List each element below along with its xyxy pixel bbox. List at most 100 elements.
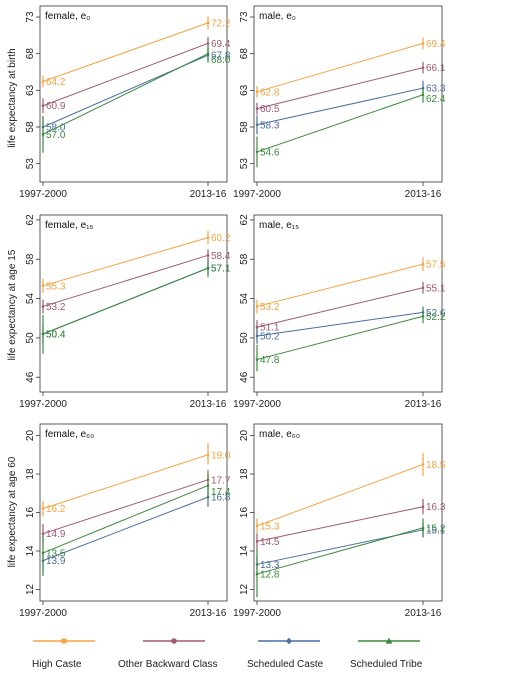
- x-tick-label: 1997-2000: [233, 608, 281, 619]
- y-tick-label: 63: [239, 84, 250, 96]
- row-2-ylabel: life expectancy at age 60: [7, 456, 18, 567]
- x-tick-label: 2013-16: [190, 608, 227, 619]
- y-tick-label: 50: [25, 332, 36, 344]
- data-point: [41, 551, 45, 555]
- series-line: [256, 527, 424, 575]
- x-tick-label: 1997-2000: [233, 189, 281, 200]
- y-tick-label: 46: [25, 371, 36, 383]
- y-tick-label: 68: [25, 48, 36, 60]
- data-label: 52.2: [426, 312, 446, 323]
- data-label: 13.3: [260, 560, 280, 571]
- data-label: 55.3: [46, 281, 66, 292]
- y-tick-label: 16: [25, 507, 36, 519]
- x-tick-label: 1997-2000: [233, 399, 281, 410]
- panel-1: male, e₀ 53 58 63 68 73 1997-2000 2013-16 62.8 69…: [233, 5, 446, 200]
- data-label: 57.1: [211, 264, 231, 275]
- data-point: [206, 266, 210, 270]
- y-tick-label: 73: [239, 11, 250, 23]
- x-tick-label: 1997-2000: [19, 608, 67, 619]
- data-label: 69.4: [211, 39, 231, 50]
- data-label: 60.2: [211, 233, 231, 244]
- data-label: 16.8: [211, 493, 231, 504]
- data-point: [255, 123, 259, 127]
- data-label: 14.9: [46, 529, 66, 540]
- y-tick-label: 58: [25, 253, 36, 265]
- series-line: [256, 67, 424, 110]
- legend-marker-square: [61, 638, 67, 644]
- y-tick-label: 46: [239, 371, 250, 383]
- x-tick-label: 1997-2000: [19, 189, 67, 200]
- y-tick-label: 68: [239, 48, 250, 60]
- data-point: [206, 484, 210, 487]
- panel-title: male, e₆₀: [259, 429, 300, 440]
- y-tick-label: 16: [239, 507, 250, 519]
- panel-frame: [253, 423, 443, 602]
- y-tick-label: 12: [239, 583, 250, 595]
- data-point: [206, 42, 210, 45]
- data-point: [255, 572, 259, 576]
- legend: High Caste Other Backward Class Scheduled …: [32, 637, 423, 670]
- series-other-backward-class: 60.5 66.1: [255, 61, 446, 115]
- panel-frame: [39, 423, 228, 602]
- series-scheduled-tribe: 57.0 68.0: [41, 45, 231, 153]
- y-tick-label: 20: [25, 430, 36, 442]
- panel-title: female, e₆₀: [45, 429, 94, 440]
- series-line: [42, 496, 209, 562]
- data-point: [255, 107, 259, 110]
- data-point: [255, 358, 259, 361]
- data-label: 13.5: [46, 548, 66, 559]
- chart-panels: female, e₀ 53 58 63 68 73 1997-2000 2013-16 64.2…: [19, 5, 446, 619]
- data-label: 16.3: [426, 502, 446, 513]
- legend-item-scheduled-caste: Scheduled Caste: [247, 637, 324, 670]
- data-label: 67.8: [211, 51, 231, 62]
- y-tick-label: 62: [239, 214, 250, 226]
- legend-label: Scheduled Tribe: [350, 659, 423, 670]
- y-tick-label: 58: [239, 253, 250, 265]
- x-tick-label: 2013-16: [405, 189, 442, 200]
- data-label: 47.8: [260, 355, 280, 366]
- data-point: [41, 532, 45, 535]
- data-label: 52.6: [426, 308, 446, 319]
- data-point: [421, 66, 425, 69]
- data-label: 50.4: [46, 329, 66, 340]
- data-label: 54.6: [260, 147, 280, 158]
- panel-frame: [39, 214, 228, 393]
- panel-0: female, e₀ 53 58 63 68 73 1997-2000 2013-16 64.2…: [19, 5, 231, 200]
- legend-label: High Caste: [32, 659, 82, 670]
- series-line: [42, 22, 209, 83]
- data-label: 58.4: [211, 251, 231, 262]
- y-tick-label: 53: [239, 158, 250, 170]
- data-point: [255, 540, 259, 543]
- legend-label: Other Backward Class: [118, 659, 217, 670]
- data-label: 50.4: [46, 329, 66, 340]
- data-point: [421, 42, 425, 45]
- data-label: 15.3: [260, 521, 280, 532]
- legend-marker-triangle: [385, 637, 393, 644]
- series-line: [42, 237, 209, 287]
- series-line: [256, 506, 424, 542]
- panel-title: female, e₁₅: [45, 220, 94, 231]
- y-tick-label: 12: [25, 583, 36, 595]
- series-line: [256, 463, 424, 527]
- data-label: 62.4: [426, 94, 446, 105]
- series-high-caste: 53.2 57.5: [255, 257, 446, 314]
- y-tick-label: 54: [239, 293, 250, 305]
- series-line: [256, 263, 424, 307]
- data-label: 15.2: [426, 523, 446, 534]
- data-point: [41, 332, 45, 336]
- panel-4: female, e₆₀ 12 14 16 18 20 1997-2000 2013-16 16.…: [19, 423, 231, 619]
- series-scheduled-tribe: 12.8 15.2: [255, 518, 446, 598]
- y-tick-label: 18: [25, 468, 36, 480]
- legend-item-scheduled-tribe: Scheduled Tribe: [350, 637, 423, 670]
- data-point: [41, 104, 45, 108]
- series-line: [42, 53, 209, 135]
- data-point: [421, 262, 425, 266]
- panel-frame: [253, 5, 443, 183]
- row-axis-labels: life expectancy at birth life expectancy…: [7, 48, 18, 567]
- data-label: 14.5: [260, 537, 280, 548]
- data-label: 17.4: [211, 487, 231, 498]
- x-tick-label: 2013-16: [405, 399, 442, 410]
- panel-2: female, e₁₅ 46 50 54 58 62 1997-2000 2013-16 55.…: [19, 214, 231, 410]
